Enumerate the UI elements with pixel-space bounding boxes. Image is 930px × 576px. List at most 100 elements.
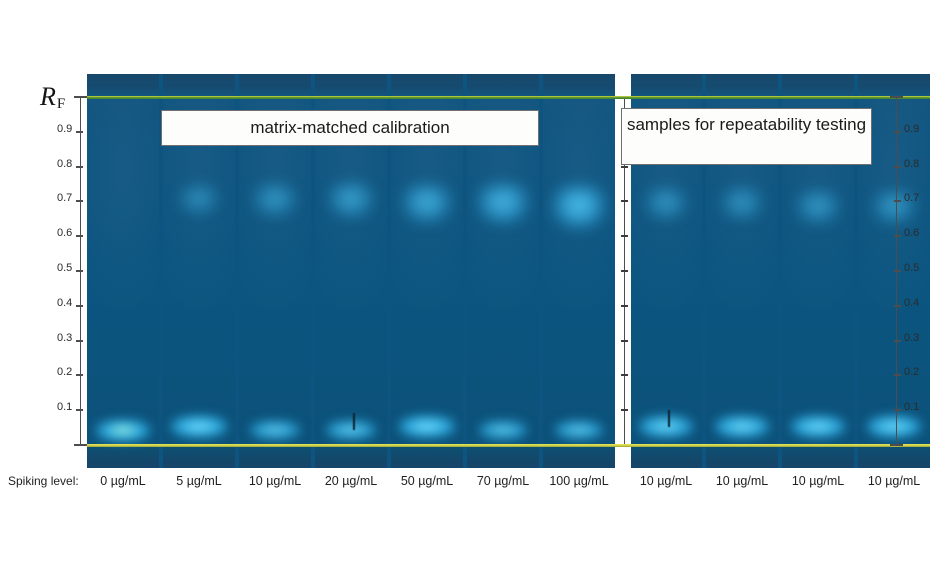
left-axis-tick-label-0.1: 0.1 — [57, 401, 73, 413]
origin-band — [553, 420, 605, 440]
lane-bottom-strip — [630, 446, 702, 468]
right-axis-tick-label-0.5: 0.5 — [904, 262, 920, 274]
lane-bottom-strip — [87, 446, 159, 468]
middle-ruler-tick-0.2 — [620, 374, 628, 376]
middle-ruler-tick-0.5 — [620, 270, 628, 272]
right-axis-tick-0.6 — [894, 235, 901, 237]
left-axis-tick-0.8 — [76, 166, 83, 168]
lane-1 — [87, 74, 159, 468]
left-axis-tick-0.2 — [76, 374, 83, 376]
lane-top-strip — [391, 74, 463, 96]
rf-axis-label-subscript: F — [56, 96, 66, 112]
rf-axis-label-main: R — [40, 82, 56, 111]
lane-label-9: 10 µg/mL — [715, 474, 769, 488]
left-axis-tick-0.9 — [76, 131, 83, 133]
lane-top-strip — [315, 74, 387, 96]
lane-top-strip — [858, 74, 930, 96]
analyte-band — [178, 185, 220, 216]
lane-bottom-strip — [315, 446, 387, 468]
right-axis-tick-0.2 — [894, 374, 901, 376]
lane-top-strip — [239, 74, 311, 96]
right-axis-bottom-cap — [890, 444, 903, 446]
left-axis-tick-label-0.3: 0.3 — [57, 332, 73, 344]
analyte-band — [644, 187, 688, 220]
left-axis-tick-0.7 — [76, 200, 83, 202]
origin-band-green-tinge — [108, 427, 138, 434]
right-axis-tick-0.3 — [894, 340, 901, 342]
middle-ruler-tick-0.1 — [620, 409, 628, 411]
origin-band — [398, 414, 456, 439]
origin-band — [249, 420, 301, 440]
lane-label-2: 5 µg/mL — [176, 474, 222, 488]
plate-artifact — [353, 413, 355, 431]
left-axis-tick-0.5 — [76, 270, 83, 272]
lane-bottom-strip — [706, 446, 778, 468]
left-axis-tick-0.4 — [76, 305, 83, 307]
left-axis-tick-label-0.6: 0.6 — [57, 227, 73, 239]
analyte-band — [253, 184, 297, 217]
right-axis-tick-label-0.4: 0.4 — [904, 297, 920, 309]
lane-bottom-strip — [163, 446, 235, 468]
left-axis-tick-label-0.8: 0.8 — [57, 158, 73, 170]
analyte-band — [327, 182, 375, 218]
callout-samples-for-repeatability-testing: samples for repeatability testing — [621, 108, 872, 165]
middle-ruler-tick-0.6 — [620, 235, 628, 237]
origin-band — [789, 415, 847, 439]
lane-label-4: 20 µg/mL — [324, 474, 378, 488]
origin-band — [477, 420, 529, 440]
plate-artifact — [668, 409, 670, 427]
right-axis-tick-0.9 — [894, 131, 901, 133]
lane-label-1: 0 µg/mL — [100, 474, 146, 488]
origin-band — [324, 419, 378, 441]
middle-ruler-tick-0.8 — [620, 166, 628, 168]
right-axis-tick-label-0.6: 0.6 — [904, 227, 920, 239]
origin-line — [87, 444, 930, 447]
lane-bottom-strip — [782, 446, 854, 468]
analyte-band — [720, 188, 764, 220]
left-axis-tick-0.1 — [76, 409, 83, 411]
left-axis-bottom-cap — [74, 444, 87, 446]
spiking-level-title: Spiking level: — [8, 474, 79, 488]
rf-axis-label: RF — [40, 82, 65, 113]
left-axis-tick-label-0.2: 0.2 — [57, 366, 73, 378]
middle-ruler-tick-0.3 — [620, 340, 628, 342]
lane-label-7: 100 µg/mL — [549, 474, 609, 488]
left-axis-tick-0.6 — [76, 235, 83, 237]
lane-bottom-strip — [239, 446, 311, 468]
right-axis-top-cap — [890, 96, 903, 98]
lane-bottom-strip — [467, 446, 539, 468]
right-axis-tick-label-0.1: 0.1 — [904, 401, 920, 413]
middle-ruler-tick-0.4 — [620, 305, 628, 307]
right-axis-tick-label-0.2: 0.2 — [904, 366, 920, 378]
lane-label-8: 10 µg/mL — [639, 474, 693, 488]
lane-top-strip — [163, 74, 235, 96]
right-axis-tick-0.5 — [894, 270, 901, 272]
right-axis-tick-0.8 — [894, 166, 901, 168]
callout-matrix-matched-calibration: matrix-matched calibration — [161, 110, 539, 146]
origin-band — [638, 415, 694, 438]
right-axis-tick-label-0.3: 0.3 — [904, 332, 920, 344]
left-axis-top-cap — [74, 96, 87, 98]
lane-7 — [543, 74, 615, 468]
lane-bottom-strip — [543, 446, 615, 468]
analyte-band — [796, 190, 840, 224]
right-axis-tick-label-0.9: 0.9 — [904, 123, 920, 135]
left-axis-tick-label-0.7: 0.7 — [57, 192, 73, 204]
origin-band — [170, 414, 228, 439]
lane-label-5: 50 µg/mL — [400, 474, 454, 488]
left-axis-tick-label-0.4: 0.4 — [57, 297, 73, 309]
right-axis-tick-label-0.7: 0.7 — [904, 192, 920, 204]
lane-top-strip — [706, 74, 778, 96]
lane-label-6: 70 µg/mL — [476, 474, 530, 488]
left-axis-tick-label-0.5: 0.5 — [57, 262, 73, 274]
lane-top-strip — [630, 74, 702, 96]
lane-label-3: 10 µg/mL — [248, 474, 302, 488]
analyte-band — [402, 184, 452, 223]
origin-band — [865, 415, 923, 439]
right-axis-tick-0.7 — [894, 200, 901, 202]
analyte-band — [551, 185, 607, 229]
origin-band — [714, 415, 770, 438]
right-axis-tick-0.4 — [894, 305, 901, 307]
right-axis-tick-0.1 — [894, 409, 901, 411]
